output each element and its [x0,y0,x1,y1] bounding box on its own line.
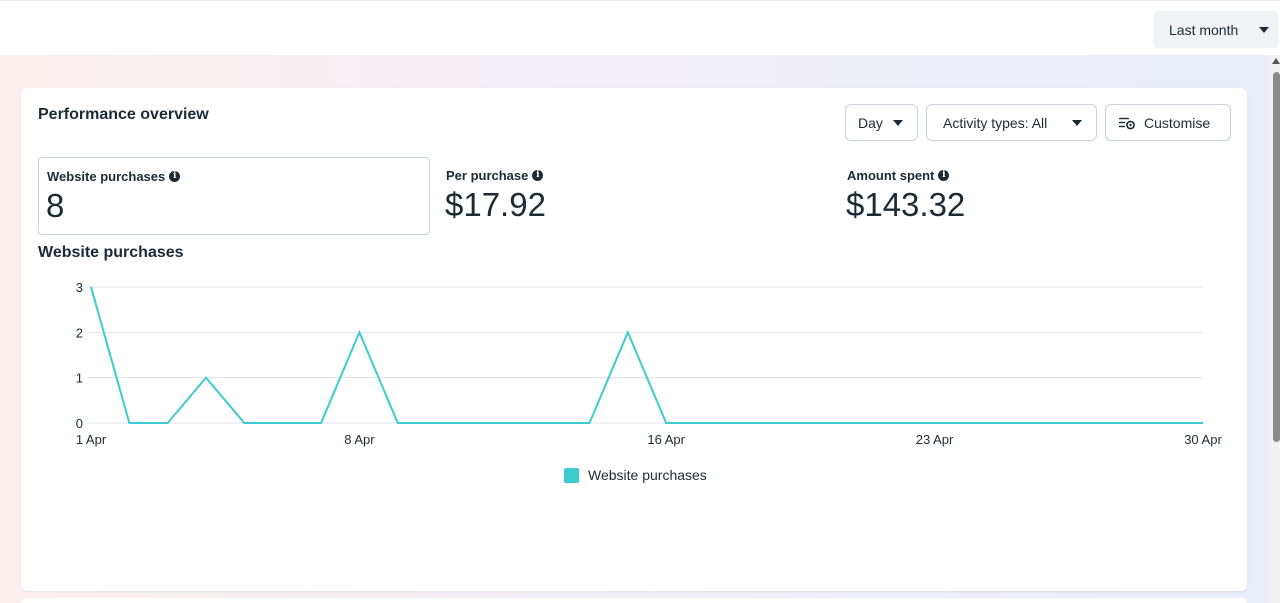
data-point[interactable] [85,281,97,293]
scroll-up-icon[interactable] [1272,58,1280,64]
data-point[interactable] [890,417,902,429]
data-point[interactable] [200,372,212,384]
metric-value: 8 [46,187,65,224]
data-point[interactable] [967,417,979,429]
data-point[interactable] [814,417,826,429]
x-tick-label: 16 Apr [647,432,685,447]
data-point[interactable] [929,417,941,429]
metric-label: Amount spent [847,168,935,183]
data-point[interactable] [468,417,480,429]
data-point[interactable] [430,417,442,429]
date-range-label: Last month [1169,21,1239,38]
chart-legend[interactable]: Website purchases [564,467,707,483]
data-point[interactable] [852,417,864,429]
data-point[interactable] [545,417,557,429]
customise-label: Customise [1144,114,1211,131]
data-point[interactable] [622,326,634,338]
scrollbar-thumb[interactable] [1273,72,1280,442]
data-point[interactable] [1159,417,1171,429]
data-point[interactable] [392,417,404,429]
data-point[interactable] [277,417,289,429]
data-point[interactable] [699,417,711,429]
y-tick-label: 0 [76,416,83,431]
customise-button[interactable]: Customise [1105,104,1231,141]
data-point[interactable] [1005,417,1017,429]
metric-label: Per purchase [446,168,529,183]
metric-website-purchases[interactable]: Website purchases i 8 [38,157,430,235]
granularity-label: Day [858,114,883,131]
info-icon[interactable]: i [938,170,950,181]
date-range-dropdown[interactable]: Last month [1153,11,1279,48]
chevron-down-icon [1072,120,1082,126]
metric-label-row: Amount spent i [847,168,950,183]
metric-per-purchase[interactable]: Per purchase i $17.92 [445,157,826,235]
data-point[interactable] [123,417,135,429]
activity-types-label: Activity types: All [943,114,1048,131]
next-card-edge [21,598,1247,603]
metric-value: $17.92 [445,186,546,223]
data-point[interactable] [315,417,327,429]
data-point[interactable] [162,417,174,429]
card-title: Performance overview [38,106,209,123]
performance-overview-card: Performance overview Day Activity types:… [21,88,1247,591]
customise-icon [1119,117,1135,129]
legend-label: Website purchases [588,467,707,483]
y-tick-label: 1 [76,371,83,386]
top-bar: Last month [0,0,1280,55]
metric-label-row: Per purchase i [446,168,544,183]
metric-label-row: Website purchases i [47,169,181,184]
data-point[interactable] [507,417,519,429]
y-tick-label: 3 [76,280,83,295]
data-point[interactable] [1197,417,1209,429]
data-point[interactable] [1120,417,1132,429]
metric-amount-spent[interactable]: Amount spent i $143.32 [846,157,1227,235]
granularity-dropdown[interactable]: Day [845,104,918,141]
data-point[interactable] [1082,417,1094,429]
metric-value: $143.32 [846,186,966,223]
data-point[interactable] [775,417,787,429]
x-tick-label: 23 Apr [916,432,954,447]
data-point[interactable] [238,417,250,429]
legend-swatch [564,467,579,483]
chevron-down-icon [1259,27,1269,33]
chevron-down-icon [893,120,903,126]
data-point[interactable] [583,417,595,429]
line-chart: 0 1 2 3 1 Apr 8 Apr 16 Apr 23 Apr 30 Apr [76,280,1223,447]
x-tick-label: 30 Apr [1184,432,1222,447]
series-line [90,286,1203,424]
x-tick-label: 8 Apr [344,432,375,447]
chart-title: Website purchases [38,244,184,261]
data-point[interactable] [1044,417,1056,429]
data-point[interactable] [660,417,672,429]
y-tick-label: 2 [76,325,83,340]
data-point[interactable] [353,326,365,338]
info-icon[interactable]: i [532,170,544,181]
x-tick-label: 1 Apr [76,432,107,447]
data-point[interactable] [737,417,749,429]
activity-types-dropdown[interactable]: Activity types: All [926,104,1097,141]
info-icon[interactable]: i [169,171,181,182]
metric-label: Website purchases [47,169,166,184]
